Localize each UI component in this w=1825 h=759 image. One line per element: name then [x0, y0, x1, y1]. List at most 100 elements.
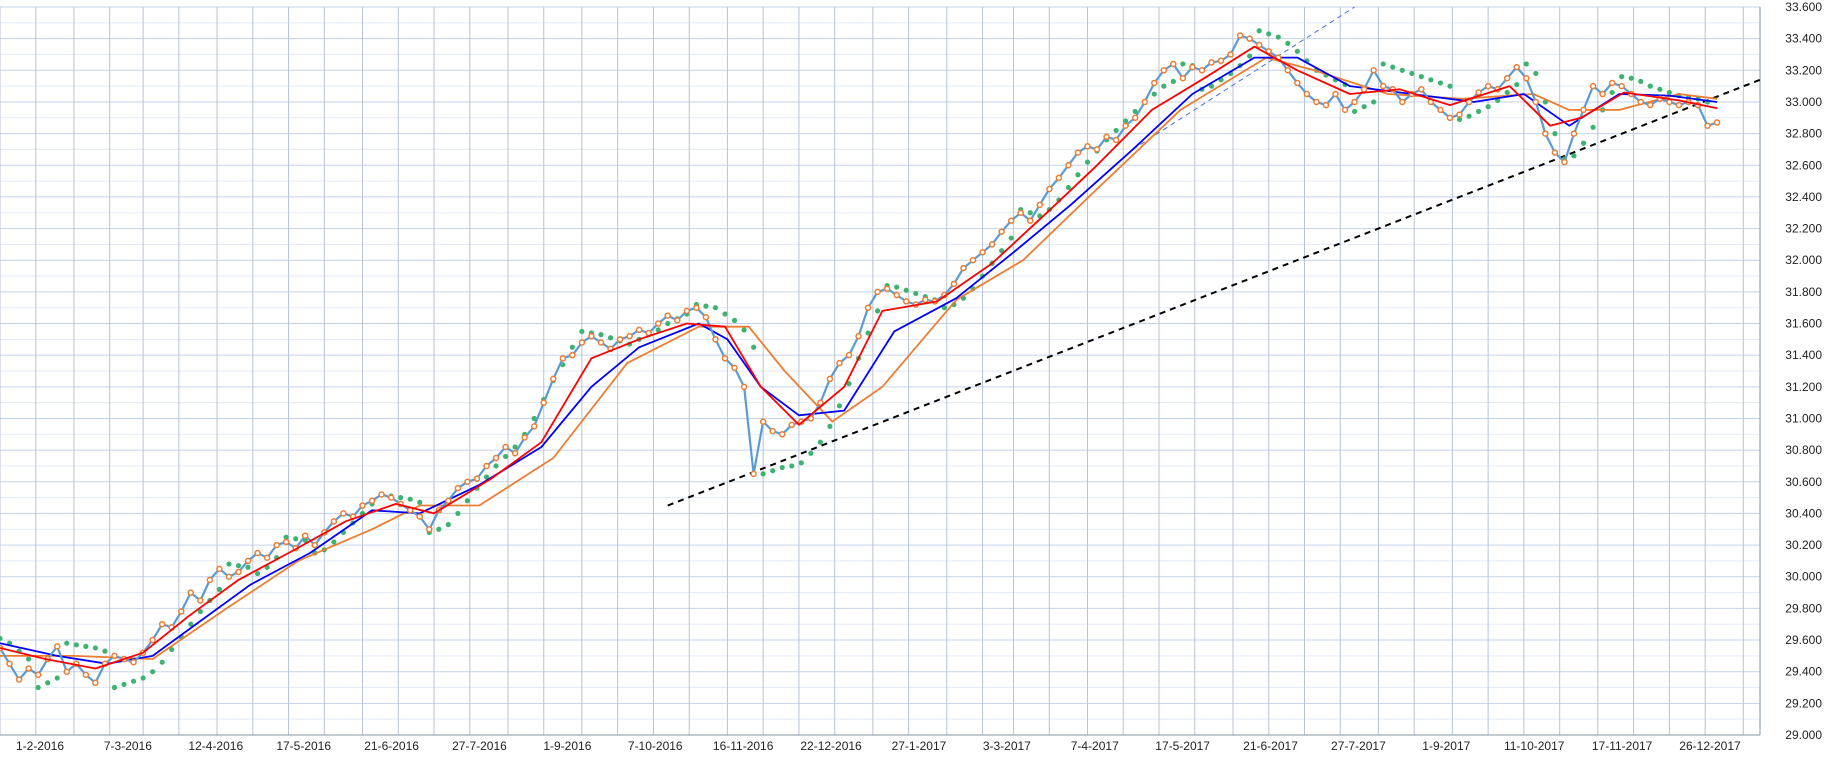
- dot-point: [1390, 64, 1396, 70]
- x-tick-label: 1-9-2017: [1422, 739, 1470, 753]
- marker-point: [1046, 185, 1053, 193]
- marker-point: [817, 399, 824, 406]
- marker-point: [1055, 174, 1063, 182]
- dot-point: [1170, 78, 1176, 84]
- dot-point: [1418, 74, 1424, 80]
- marker-point: [254, 549, 261, 557]
- dot-point: [102, 648, 108, 654]
- marker-point: [1561, 158, 1568, 166]
- dot-point: [1409, 70, 1415, 77]
- marker-point: [855, 332, 862, 340]
- dot-point: [731, 317, 738, 323]
- dot-point: [1456, 116, 1463, 122]
- marker-point: [149, 636, 156, 644]
- marker-point: [759, 418, 767, 425]
- dot-point: [1294, 48, 1300, 54]
- marker-point: [1151, 79, 1158, 87]
- marker-point: [664, 312, 672, 319]
- dot-point: [111, 684, 118, 691]
- dot-point: [1371, 99, 1377, 105]
- marker-point: [1341, 106, 1349, 114]
- marker-point: [426, 526, 433, 533]
- dot-point: [54, 675, 60, 681]
- dot-point: [817, 439, 823, 445]
- x-tick-label: 16-11-2016: [713, 739, 774, 753]
- marker-point: [311, 541, 319, 549]
- y-tick-label: 33.000: [1785, 95, 1822, 109]
- dot-point: [1552, 131, 1558, 137]
- x-tick-label: 27-7-2016: [452, 739, 507, 753]
- dot-point: [760, 471, 766, 477]
- dot-point: [789, 463, 795, 469]
- marker-point: [1503, 74, 1511, 82]
- dot-point: [159, 659, 165, 665]
- marker-point: [63, 668, 71, 675]
- marker-point: [902, 298, 910, 305]
- marker-point: [1322, 101, 1330, 109]
- dot-point: [283, 534, 289, 540]
- dot-point: [741, 327, 747, 333]
- y-tick-label: 29.600: [1785, 633, 1822, 647]
- marker-point: [1141, 98, 1148, 106]
- marker-point: [922, 296, 929, 304]
- dot-point: [598, 332, 604, 338]
- marker-point: [1189, 63, 1196, 71]
- x-tick-label: 22-12-2016: [800, 739, 862, 753]
- marker-point: [1065, 162, 1072, 169]
- marker-point: [454, 484, 462, 492]
- marker-point: [1294, 79, 1301, 87]
- marker-point: [893, 291, 900, 299]
- marker-point: [492, 454, 500, 462]
- x-tick-label: 26-12-2017: [1679, 739, 1741, 753]
- dot-point: [226, 561, 232, 567]
- dot-point: [1475, 108, 1482, 115]
- dot-point: [1161, 83, 1167, 89]
- dot-point: [1619, 74, 1625, 80]
- dot-point: [45, 680, 51, 686]
- dot-point: [1247, 53, 1253, 59]
- dot-point: [1590, 124, 1596, 130]
- dot-point: [531, 415, 537, 422]
- x-tick-label: 3-3-2017: [983, 739, 1031, 753]
- marker-point: [206, 576, 214, 584]
- y-tick-label: 31.000: [1785, 411, 1822, 425]
- y-tick-label: 33.200: [1785, 63, 1822, 77]
- dot-point: [913, 290, 919, 297]
- dot-point: [293, 536, 299, 542]
- marker-point: [778, 431, 786, 438]
- dot-point: [1523, 61, 1529, 67]
- marker-point: [588, 332, 595, 340]
- marker-point: [559, 355, 567, 362]
- dot-point: [1285, 40, 1291, 47]
- marker-point: [464, 478, 471, 486]
- marker-point: [177, 608, 185, 615]
- marker-point: [960, 264, 967, 272]
- dot-point: [1008, 235, 1014, 241]
- dot-point: [445, 521, 451, 528]
- dot-point: [1256, 28, 1262, 34]
- marker-point: [1122, 122, 1129, 129]
- marker-point: [750, 470, 757, 478]
- x-tick-label: 17-5-2016: [276, 739, 331, 753]
- marker-point: [330, 518, 338, 525]
- marker-point: [1647, 101, 1654, 109]
- marker-point: [874, 288, 881, 296]
- y-tick-label: 31.800: [1785, 285, 1822, 299]
- series-line: [0, 56, 1718, 660]
- dot-point: [579, 328, 585, 335]
- dot-point: [92, 645, 98, 651]
- x-tick-label: 1-9-2016: [543, 739, 591, 753]
- marker-point: [1160, 67, 1168, 74]
- dot-point: [655, 327, 661, 333]
- marker-point: [187, 589, 195, 596]
- marker-point: [740, 383, 748, 391]
- marker-point: [1675, 101, 1683, 109]
- marker-point: [502, 443, 509, 451]
- dot-point: [1533, 70, 1539, 77]
- dot-point: [846, 381, 852, 387]
- y-tick-label: 32.200: [1785, 222, 1822, 236]
- dot-point: [169, 646, 175, 653]
- dot-point: [483, 474, 490, 480]
- dot-point: [502, 453, 509, 460]
- dot-point: [875, 308, 881, 314]
